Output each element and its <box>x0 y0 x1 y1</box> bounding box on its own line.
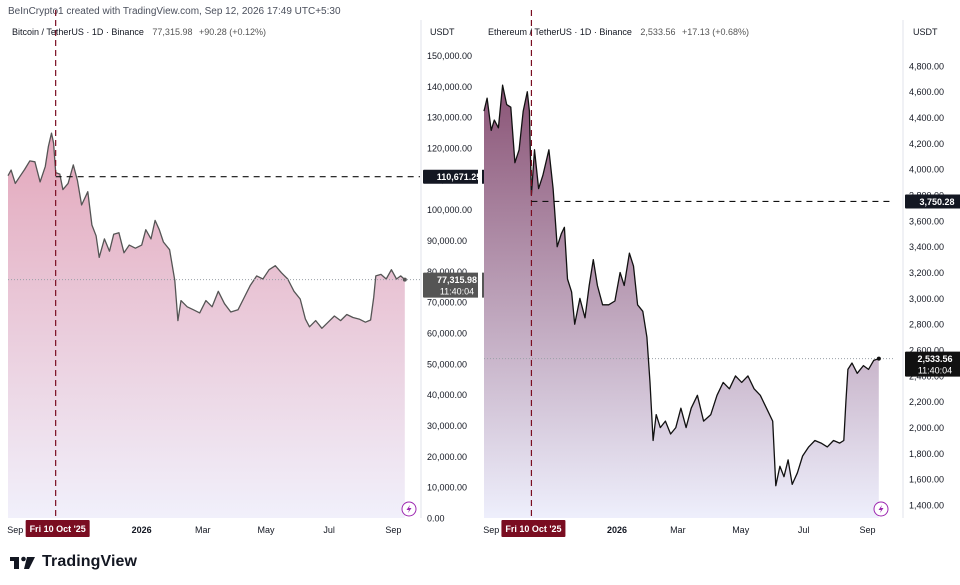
btc-ytick-label: 100,000.00 <box>427 205 472 215</box>
btc-chart-panel: 0.00 10,000.00 20,000.00 30,000.00 40,000.00… <box>7 10 495 537</box>
btc-last-price-label: 77,315.98 <box>437 275 477 285</box>
btc-ytick-label: 90,000.00 <box>427 236 467 246</box>
eth-xtick-label: Jul <box>798 525 810 535</box>
eth-ytick-label: 4,200.00 <box>909 139 944 149</box>
eth-ytick-label: 3,000.00 <box>909 294 944 304</box>
btc-currency-label: USDT <box>430 27 455 37</box>
btc-ytick-label: 130,000.00 <box>427 113 472 123</box>
btc-area-fill <box>8 133 405 518</box>
eth-symbol-title: Ethereum / TetherUS · 1D · Binance 2,533… <box>488 27 749 37</box>
btc-lightning-icon[interactable] <box>401 501 417 517</box>
eth-reference-label-box <box>905 194 960 209</box>
eth-xtick-label: 2026 <box>607 525 627 535</box>
btc-ytick-label: 80,000.00 <box>427 267 467 277</box>
btc-price-line <box>7 132 406 329</box>
eth-xtick-label: Sep <box>483 525 499 535</box>
eth-xtick-label: Sep <box>859 525 875 535</box>
eth-last-price-box <box>905 351 960 377</box>
eth-xtick-label: May <box>732 525 750 535</box>
btc-xtick-label: Sep <box>385 525 401 535</box>
btc-ytick-label: 30,000.00 <box>427 421 467 431</box>
btc-marker-date-label: Fri 10 Oct '25 <box>30 524 86 534</box>
eth-ytick-label: 3,400.00 <box>909 242 944 252</box>
eth-ytick-label: 3,200.00 <box>909 268 944 278</box>
btc-reference-label-box <box>423 169 495 184</box>
eth-xtick-label: Mar <box>670 525 686 535</box>
btc-last-point <box>402 277 407 282</box>
eth-ytick-label: 4,800.00 <box>909 61 944 71</box>
eth-ytick-label: 1,400.00 <box>909 501 944 511</box>
btc-ytick-label: 20,000.00 <box>427 452 467 462</box>
eth-ytick-label: 2,200.00 <box>909 397 944 407</box>
btc-symbol-title: Bitcoin / TetherUS · 1D · Binance 77,315… <box>12 27 266 37</box>
credit-text: BeInCrypto1 created with TradingView.com… <box>8 6 341 17</box>
eth-ytick-label: 4,000.00 <box>909 165 944 175</box>
btc-ytick-label: 50,000.00 <box>427 359 467 369</box>
eth-last-point <box>876 356 881 361</box>
eth-ytick-label: 1,600.00 <box>909 475 944 485</box>
btc-ytick-label: 140,000.00 <box>427 82 472 92</box>
btc-xtick-label: 2026 <box>132 525 152 535</box>
eth-lightning-icon[interactable] <box>873 501 889 517</box>
tradingview-logo-icon <box>10 556 35 569</box>
eth-price-line <box>483 84 880 487</box>
btc-xtick-label: Sep <box>7 525 23 535</box>
btc-xtick-label: May <box>257 525 275 535</box>
btc-xtick-label: Mar <box>195 525 211 535</box>
btc-ytick-label: 70,000.00 <box>427 298 467 308</box>
eth-chart-panel: 1,400.00 1,600.00 1,800.00 2,000.00 2,200.00… <box>483 10 960 537</box>
eth-ytick-label: 2,000.00 <box>909 423 944 433</box>
eth-ytick-label: 4,400.00 <box>909 113 944 123</box>
eth-currency-label: USDT <box>913 27 938 37</box>
btc-ytick-label: 10,000.00 <box>427 483 467 493</box>
btc-ytick-label: 0.00 <box>427 514 445 524</box>
eth-marker-date-label: Fri 10 Oct '25 <box>505 524 561 534</box>
btc-last-price-box <box>423 272 491 298</box>
eth-ytick-label: 4,600.00 <box>909 87 944 97</box>
eth-countdown-label: 11:40:04 <box>918 366 952 376</box>
btc-ytick-label: 40,000.00 <box>427 390 467 400</box>
eth-reference-label: 3,750.28 <box>919 197 954 207</box>
eth-last-price-label: 2,533.56 <box>917 354 952 364</box>
btc-ytick-label: 120,000.00 <box>427 143 472 153</box>
tradingview-logo[interactable]: TradingView <box>10 553 137 571</box>
btc-reference-label: 110,671.25 <box>437 172 482 182</box>
btc-ytick-label: 150,000.00 <box>427 51 472 61</box>
eth-area-fill <box>484 85 879 518</box>
tradingview-wordmark: TradingView <box>42 553 138 570</box>
btc-ytick-label: 60,000.00 <box>427 328 467 338</box>
btc-marker-date-box <box>25 520 90 537</box>
eth-ytick-label: 2,800.00 <box>909 320 944 330</box>
eth-ytick-label: 2,600.00 <box>909 346 944 356</box>
btc-xtick-label: Jul <box>323 525 335 535</box>
btc-countdown-label: 11:40:04 <box>440 287 474 297</box>
eth-ytick-label: 3,600.00 <box>909 216 944 226</box>
eth-ytick-label: 1,800.00 <box>909 449 944 459</box>
eth-marker-date-box <box>501 520 566 537</box>
